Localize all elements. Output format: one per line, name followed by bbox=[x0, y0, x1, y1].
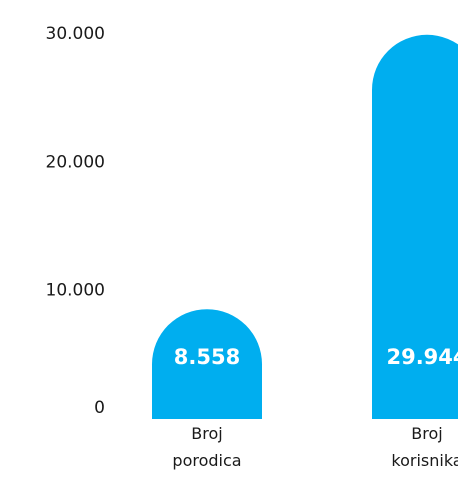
bar bbox=[152, 309, 262, 419]
x-tick-label: Broj porodica bbox=[172, 424, 241, 470]
y-tick-label: 10.000 bbox=[46, 281, 105, 301]
value-label: 8.558 bbox=[174, 345, 240, 369]
y-tick-label: 20.000 bbox=[46, 152, 105, 172]
bar bbox=[372, 34, 458, 419]
x-tick-label: Broj korisnika bbox=[391, 424, 458, 470]
value-label: 29.944 bbox=[386, 345, 458, 369]
y-tick-label: 0 bbox=[94, 398, 105, 418]
y-tick-label: 30.000 bbox=[46, 24, 105, 44]
